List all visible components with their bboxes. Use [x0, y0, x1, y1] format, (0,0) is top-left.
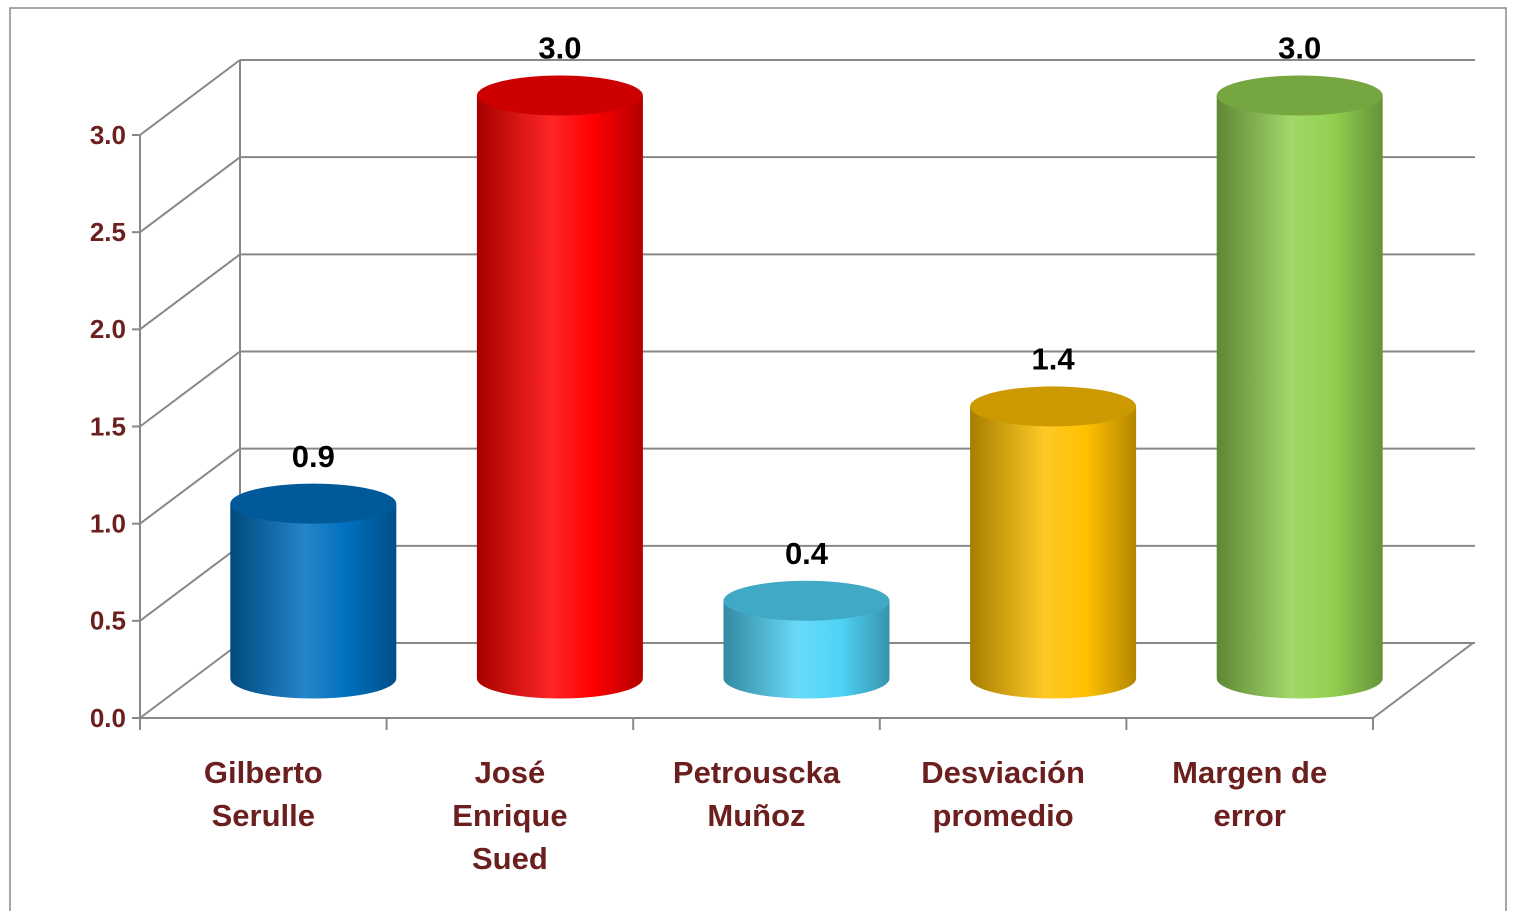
bar-top: [230, 483, 397, 524]
bar-top: [476, 75, 643, 116]
value-label: 1.4: [1032, 342, 1076, 377]
y-tick-label: 0.5: [90, 606, 126, 636]
bar-top: [970, 386, 1137, 427]
x-tick-label: Margen de error: [1172, 755, 1327, 833]
x-tick-label: Gilberto Serulle: [204, 755, 323, 833]
y-tick-label: 2.0: [90, 314, 126, 344]
grid-line-side: [139, 545, 241, 622]
value-label: 0.4: [785, 536, 829, 571]
chart-frame: [9, 7, 1507, 911]
grid-line-side: [139, 447, 241, 525]
bar: [476, 95, 643, 699]
y-tick-label: 0.0: [90, 703, 126, 733]
bar-top: [1216, 75, 1383, 116]
y-tick-label: 1.0: [90, 509, 126, 539]
x-tick-label: Petrouscka Muñoz: [673, 755, 841, 833]
bar: [230, 503, 397, 699]
floor-right-edge: [1372, 642, 1474, 719]
bar: [1216, 95, 1383, 699]
grid-line-side: [139, 642, 241, 719]
bar-top: [723, 580, 890, 621]
x-tick-label: Desviación promedio: [921, 755, 1085, 833]
y-tick-label: 3.0: [90, 120, 126, 150]
value-label: 0.9: [292, 439, 335, 474]
bar: [970, 406, 1137, 699]
x-tick-label: José Enrique Sued: [452, 755, 567, 876]
y-tick-label: 2.5: [90, 217, 126, 247]
grid-line-side: [139, 156, 241, 233]
y-tick-label: 1.5: [90, 411, 126, 441]
value-label: 3.0: [538, 31, 581, 66]
bar: [723, 600, 890, 699]
grid-line-side: [139, 350, 241, 428]
value-label: 3.0: [1278, 31, 1321, 66]
grid-line-side: [139, 253, 241, 331]
grid-line-side: [139, 59, 241, 136]
